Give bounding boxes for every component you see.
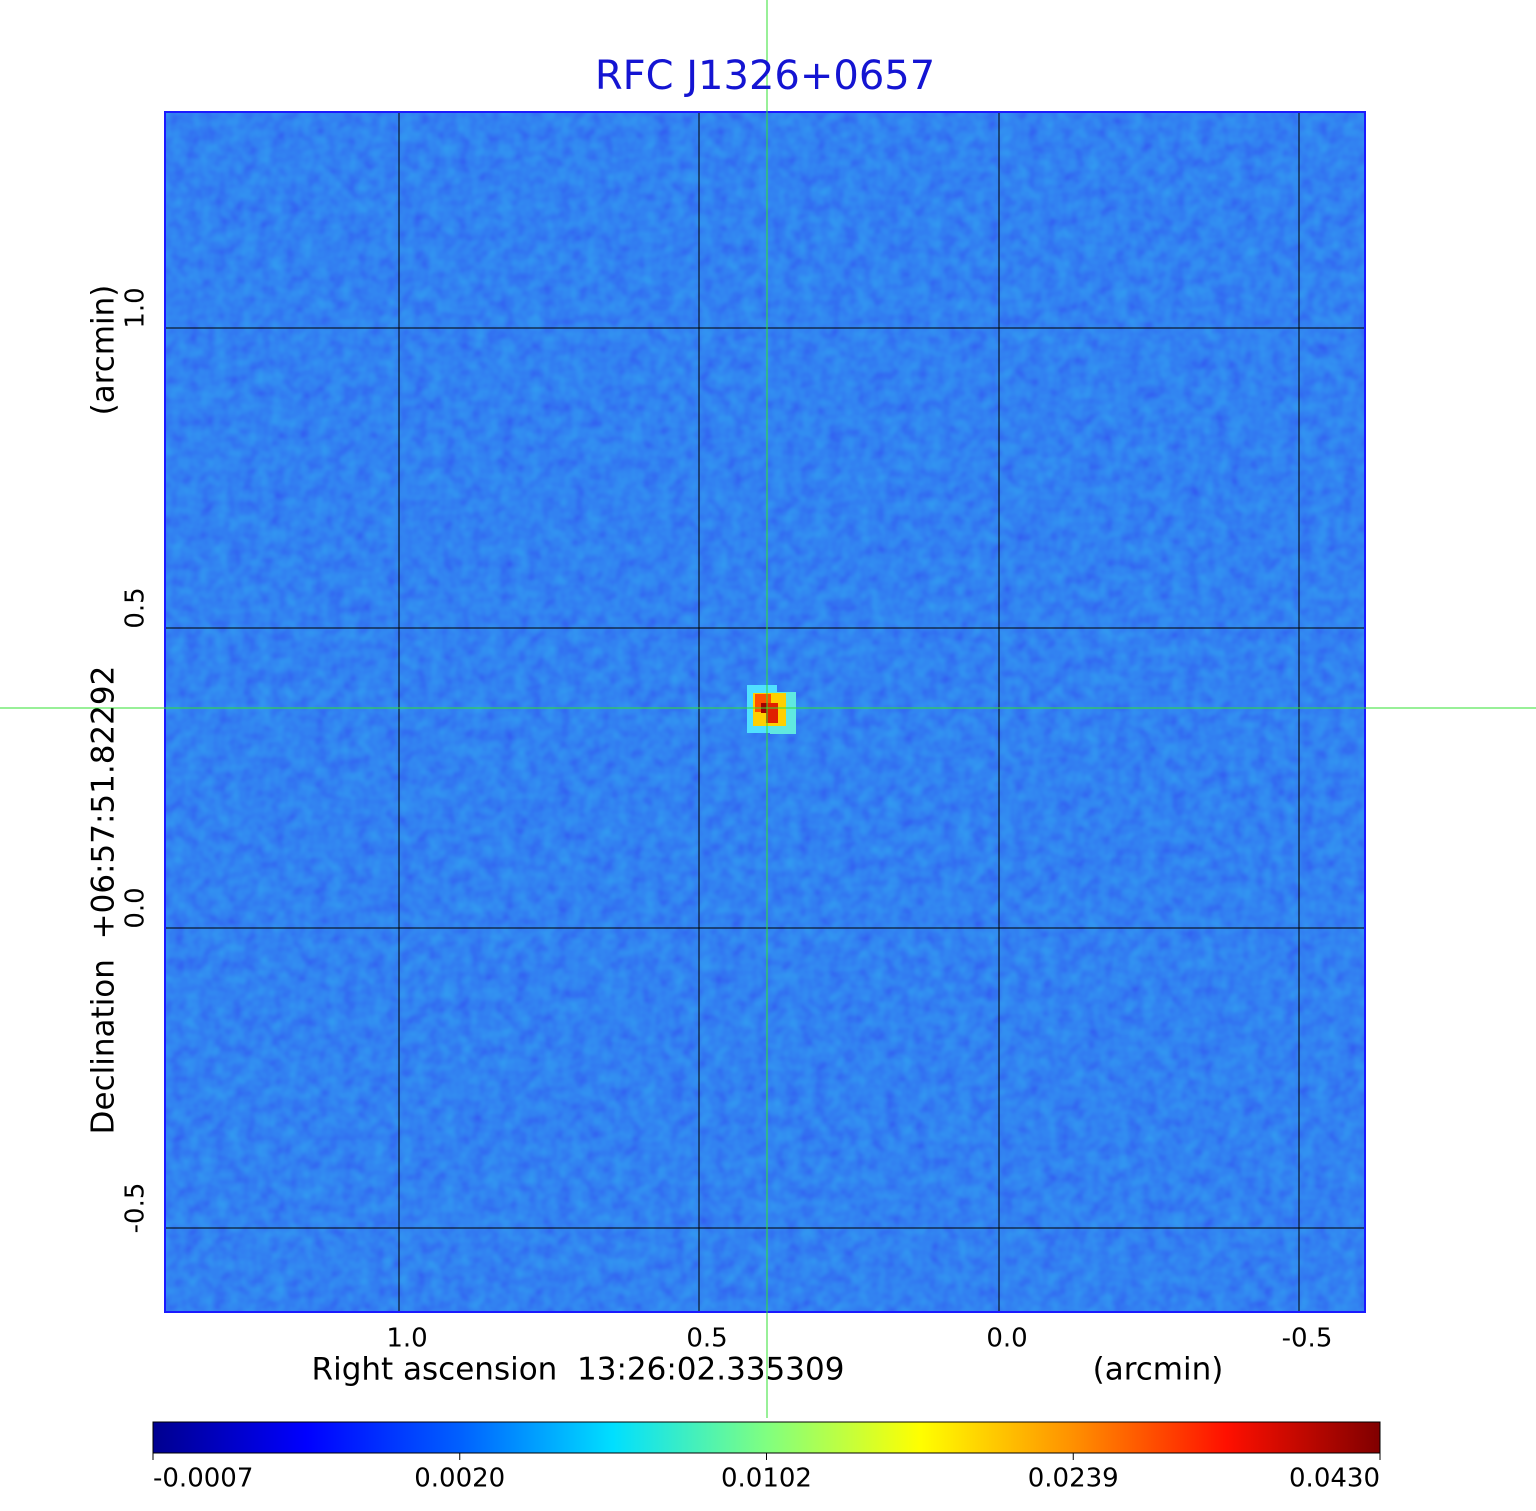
colorbar-tick-label: 0.0430 [1289, 1464, 1380, 1494]
plot-area [165, 112, 1365, 1312]
colorbar-tick-label: 0.0239 [1028, 1464, 1119, 1494]
plot-frame [164, 111, 1366, 1313]
colorbar [152, 1421, 1381, 1454]
y-axis-label: Declination +06:57:51.82292 [86, 666, 122, 1135]
y-tick-label: 0.5 [121, 587, 151, 628]
y-axis-unit: (arcmin) [86, 285, 122, 416]
x-tick-label: -0.5 [1282, 1324, 1333, 1354]
y-tick-label: 0.0 [121, 887, 151, 928]
colorbar-tick-label: 0.0020 [414, 1464, 505, 1494]
colorbar-tick-label: 0.0102 [721, 1464, 812, 1494]
chart-title: RFC J1326+0657 [595, 53, 935, 99]
x-tick-label: 0.0 [986, 1324, 1027, 1354]
x-tick-label: 0.5 [686, 1324, 727, 1354]
colorbar-ticks: -0.0007 0.0020 0.0102 0.0239 0.0430 [152, 1453, 1381, 1494]
x-tick-label: 1.0 [386, 1324, 427, 1354]
y-tick-label: 1.0 [121, 287, 151, 328]
grid [165, 112, 1365, 1312]
x-axis-label: Right ascension 13:26:02.335309 [312, 1352, 845, 1388]
source [747, 685, 796, 734]
x-axis-unit: (arcmin) [1093, 1352, 1224, 1388]
y-tick-label: -0.5 [121, 1183, 151, 1234]
colorbar-tick-label: -0.0007 [153, 1464, 253, 1494]
